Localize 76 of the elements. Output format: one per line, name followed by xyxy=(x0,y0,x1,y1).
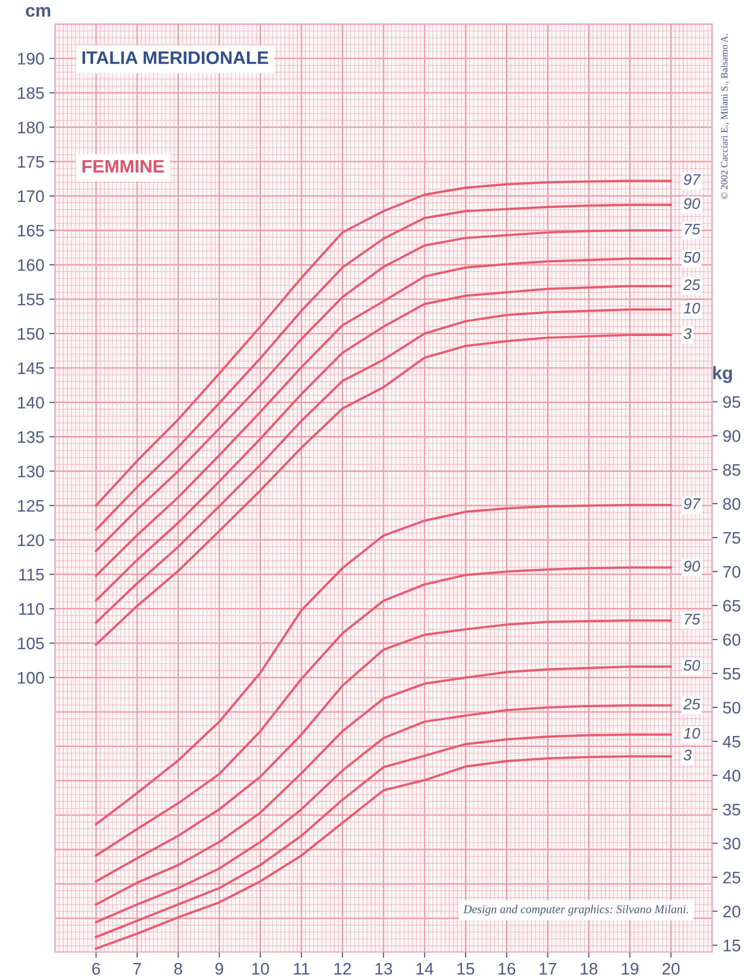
y-tick-label: 185 xyxy=(18,87,44,99)
series-label: 3 xyxy=(684,750,692,760)
y-tick-label: 110 xyxy=(19,603,44,615)
y2-tick-label: 45 xyxy=(722,736,740,748)
line-series xyxy=(94,504,672,826)
y2-tick-label: 25 xyxy=(723,872,740,884)
y-tick-label: 190 xyxy=(18,52,44,65)
x-tick-label: 17 xyxy=(540,963,556,974)
text: ITALIA MERIDIONALE xyxy=(82,51,268,64)
y-tick-label: 105 xyxy=(18,638,44,650)
y-tick-label: 160 xyxy=(18,259,44,271)
y2-tick-label: 40 xyxy=(722,770,740,782)
series-label: 10 xyxy=(684,302,700,314)
y2-tick-label: 15 xyxy=(724,940,740,952)
y2-tick-label: 50 xyxy=(723,702,740,714)
y2-tick-label: 95 xyxy=(723,396,740,408)
y-tick-label: 180 xyxy=(18,122,44,134)
text: © 2002 Cacciari E., Milani S., Balsamo A. xyxy=(720,34,729,200)
x-tick-label: 13 xyxy=(376,962,392,975)
text: FEMMINE xyxy=(82,160,164,173)
y2-tick-label: 55 xyxy=(723,668,740,680)
y-tick-label: 145 xyxy=(18,362,44,374)
y2-tick-label: 75 xyxy=(723,532,740,544)
y-tick-label: 115 xyxy=(19,568,44,581)
series-label: 50 xyxy=(684,252,700,263)
x-tick-label: 12 xyxy=(334,962,351,974)
x-tick-label: 8 xyxy=(174,962,182,975)
y2-tick-label: 80 xyxy=(723,498,740,510)
y-tick-label: 155 xyxy=(18,294,44,306)
y-axis-title: cm xyxy=(26,6,50,17)
series-label: 25 xyxy=(683,698,700,710)
x-tick-label: 11 xyxy=(294,963,310,974)
y-tick-label: 120 xyxy=(18,534,44,546)
line-series xyxy=(94,257,672,577)
y2-tick-label: 90 xyxy=(723,430,740,442)
series-label: 25 xyxy=(683,279,700,290)
line-series xyxy=(94,566,672,857)
y-tick-label: 140 xyxy=(18,396,44,409)
x-tick-label: 6 xyxy=(92,962,100,975)
y-tick-label: 175 xyxy=(18,156,44,168)
series-label: 90 xyxy=(684,560,700,572)
series-label: 75 xyxy=(684,224,700,234)
series-label: 90 xyxy=(684,198,700,210)
x-tick-label: 10 xyxy=(252,962,269,975)
x-tick-label: 18 xyxy=(580,962,598,975)
y2-tick-label: 65 xyxy=(723,600,740,612)
x-tick-label: 16 xyxy=(498,962,516,975)
x-tick-label: 19 xyxy=(622,962,638,975)
y2-axis-title: kg xyxy=(713,366,732,384)
y-tick-label: 165 xyxy=(18,224,44,237)
x-tick-label: 15 xyxy=(458,963,474,975)
y2-tick-label: 60 xyxy=(723,634,740,646)
series-label: 75 xyxy=(684,614,700,625)
line-series xyxy=(94,619,672,882)
y-tick-label: 130 xyxy=(18,466,44,478)
y-tick-label: 135 xyxy=(18,431,44,443)
series-label: 3 xyxy=(684,328,692,340)
y2-tick-label: 30 xyxy=(723,838,740,850)
line-series xyxy=(94,666,672,906)
x-tick-label: 7 xyxy=(133,963,141,974)
series-label: 10 xyxy=(684,728,700,739)
series-label: 97 xyxy=(684,174,701,185)
y2-tick-label: 85 xyxy=(723,464,740,476)
x-tick-label: 9 xyxy=(215,962,224,975)
x-tick-label: 14 xyxy=(416,963,434,974)
y2-tick-label: 70 xyxy=(723,566,740,578)
y-tick-label: 150 xyxy=(18,328,44,340)
y2-tick-label: 35 xyxy=(723,804,740,816)
series-label: 50 xyxy=(684,660,700,671)
x-tick-label: 20 xyxy=(662,962,680,975)
y2-tick-label: 20 xyxy=(723,906,740,918)
annotation: Design and computer graphics: Silvano Milani. xyxy=(463,904,688,916)
y-tick-label: 170 xyxy=(18,190,44,202)
series-label: 97 xyxy=(684,498,701,510)
y-tick-label: 125 xyxy=(18,500,44,512)
y-tick-label: 100 xyxy=(18,672,44,684)
